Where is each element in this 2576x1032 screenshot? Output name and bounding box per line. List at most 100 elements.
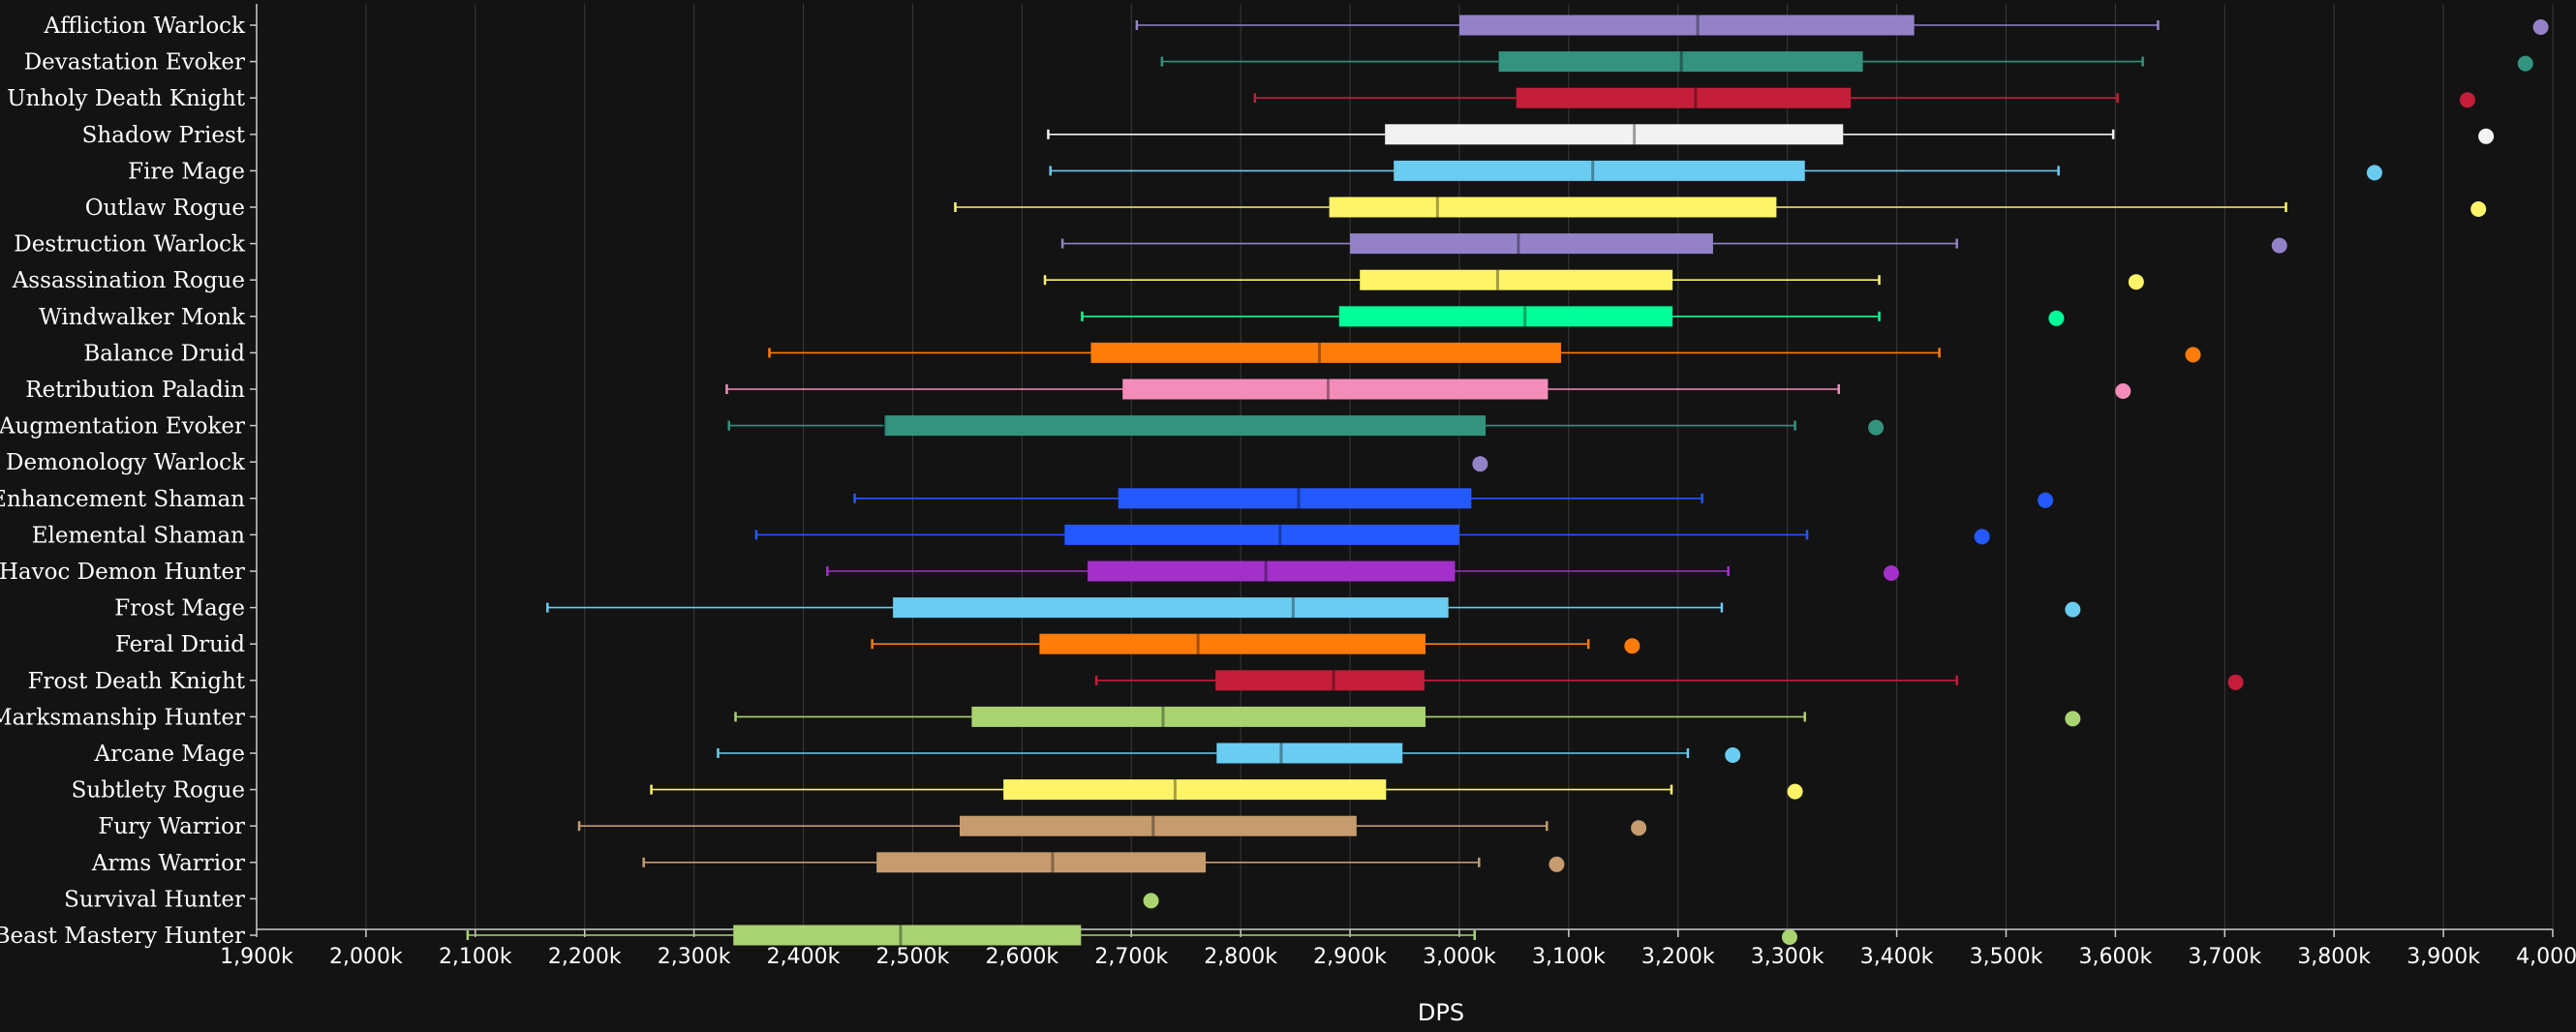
category-label: Marksmanship Hunter bbox=[0, 705, 245, 730]
outlier-point bbox=[2517, 55, 2533, 72]
x-tick-label: 3,900k bbox=[2407, 945, 2480, 969]
category-label: Enhancement Shaman bbox=[0, 487, 245, 512]
x-tick-label: 2,400k bbox=[767, 945, 841, 969]
category-label: Frost Mage bbox=[114, 596, 245, 622]
box-shadow-priest bbox=[1047, 124, 2495, 145]
axis-layer bbox=[250, 4, 2554, 937]
iqr-box bbox=[1064, 524, 1459, 545]
iqr-box bbox=[876, 852, 1207, 873]
category-label: Demonology Warlock bbox=[6, 450, 246, 475]
x-tick-label: 3,200k bbox=[1641, 945, 1715, 969]
box-frost-death-knight bbox=[1094, 670, 2244, 691]
outlier-point bbox=[2048, 310, 2065, 326]
x-tick-label: 3,800k bbox=[2297, 945, 2371, 969]
box-feral-druid bbox=[871, 633, 1641, 654]
box-outlaw-rogue bbox=[954, 197, 2487, 218]
iqr-box bbox=[1394, 160, 1805, 181]
box-demonology-warlock bbox=[1472, 456, 1488, 472]
outlier-point bbox=[2115, 383, 2131, 399]
iqr-box bbox=[1088, 561, 1456, 582]
box-fury-warrior bbox=[577, 815, 1647, 836]
box-retribution-paladin bbox=[725, 379, 2131, 400]
x-tick-label: 2,500k bbox=[876, 945, 950, 969]
box-destruction-warlock bbox=[1060, 233, 2287, 255]
outlier-point bbox=[1781, 929, 1797, 945]
box-survival-hunter bbox=[1143, 893, 1159, 909]
category-label: Frost Death Knight bbox=[28, 669, 246, 694]
iqr-box bbox=[1516, 87, 1852, 108]
box-layer bbox=[466, 15, 2549, 946]
x-tick-label: 1,900k bbox=[220, 945, 293, 969]
category-label: Havoc Demon Hunter bbox=[0, 560, 245, 585]
outlier-point bbox=[1143, 893, 1159, 909]
iqr-box bbox=[1039, 633, 1426, 654]
box-balance-druid bbox=[768, 342, 2201, 363]
category-labels: Affliction Warlock Devastation Evoker Unho… bbox=[0, 14, 246, 949]
iqr-box bbox=[1003, 779, 1387, 801]
x-tick-label: 2,100k bbox=[439, 945, 512, 969]
box-unholy-death-knight bbox=[1253, 87, 2475, 108]
outlier-point bbox=[2038, 492, 2054, 508]
iqr-box bbox=[1329, 197, 1777, 218]
outlier-point bbox=[1631, 820, 1647, 836]
outlier-point bbox=[2478, 128, 2495, 144]
outlier-point bbox=[2065, 711, 2081, 727]
category-label: Outlaw Rogue bbox=[85, 196, 245, 221]
outlier-point bbox=[1974, 529, 1990, 545]
outlier-point bbox=[2366, 165, 2382, 181]
outlier-point bbox=[2128, 274, 2144, 290]
box-enhancement-shaman bbox=[853, 488, 2054, 509]
box-arcane-mage bbox=[717, 743, 1741, 764]
outlier-point bbox=[1624, 638, 1641, 654]
iqr-box bbox=[1090, 342, 1561, 363]
x-tick-label: 2,300k bbox=[658, 945, 731, 969]
iqr-box bbox=[1122, 379, 1549, 400]
category-label: Survival Hunter bbox=[64, 887, 245, 912]
x-axis-title: DPS bbox=[1418, 999, 1464, 1026]
box-windwalker-monk bbox=[1081, 306, 2065, 327]
category-label: Assassination Rogue bbox=[12, 268, 245, 293]
outlier-point bbox=[1549, 856, 1565, 872]
category-label: Subtlety Rogue bbox=[72, 778, 245, 804]
outlier-point bbox=[1883, 565, 1899, 581]
category-label: Arcane Mage bbox=[93, 742, 245, 767]
box-augmentation-evoker bbox=[727, 415, 1885, 437]
iqr-box bbox=[1360, 269, 1673, 290]
outlier-point bbox=[1725, 747, 1741, 763]
iqr-box bbox=[1498, 51, 1863, 73]
tick-labels: 1,900k 2,000k 2,100k 2,200k 2,300k 2,400k 2,50… bbox=[220, 945, 2576, 969]
outlier-point bbox=[2459, 92, 2475, 108]
x-tick-label: 3,100k bbox=[1532, 945, 1606, 969]
iqr-box bbox=[884, 415, 1487, 437]
category-label: Elemental Shaman bbox=[32, 523, 245, 548]
category-label: Fury Warrior bbox=[98, 814, 245, 839]
category-label: Unholy Death Knight bbox=[7, 86, 246, 111]
box-frost-mage bbox=[546, 597, 2081, 619]
x-tick-label: 2,900k bbox=[1313, 945, 1387, 969]
x-tick-label: 3,700k bbox=[2188, 945, 2261, 969]
x-tick-label: 2,800k bbox=[1204, 945, 1277, 969]
x-tick-label: 3,600k bbox=[2079, 945, 2153, 969]
iqr-box bbox=[1350, 233, 1713, 255]
iqr-box bbox=[893, 597, 1449, 619]
category-label: Arms Warrior bbox=[91, 851, 245, 876]
box-fire-mage bbox=[1049, 160, 2382, 181]
x-tick-label: 3,000k bbox=[1423, 945, 1496, 969]
box-arms-warrior bbox=[642, 852, 1565, 873]
x-tick-label: 2,600k bbox=[985, 945, 1058, 969]
box-affliction-warlock bbox=[1135, 15, 2549, 36]
category-label: Feral Druid bbox=[115, 632, 245, 657]
category-label: Windwalker Monk bbox=[39, 305, 246, 330]
x-tick-label: 3,300k bbox=[1751, 945, 1825, 969]
category-label: Balance Druid bbox=[83, 341, 245, 366]
category-label: Fire Mage bbox=[128, 159, 245, 184]
x-tick-label: 3,400k bbox=[1860, 945, 1934, 969]
box-devastation-evoker bbox=[1160, 51, 2533, 73]
category-label: Devastation Evoker bbox=[24, 50, 245, 76]
outlier-point bbox=[2065, 601, 2081, 618]
outlier-point bbox=[2271, 237, 2287, 254]
outlier-point bbox=[2227, 674, 2244, 690]
outlier-point bbox=[2470, 201, 2487, 217]
iqr-box bbox=[1118, 488, 1472, 509]
